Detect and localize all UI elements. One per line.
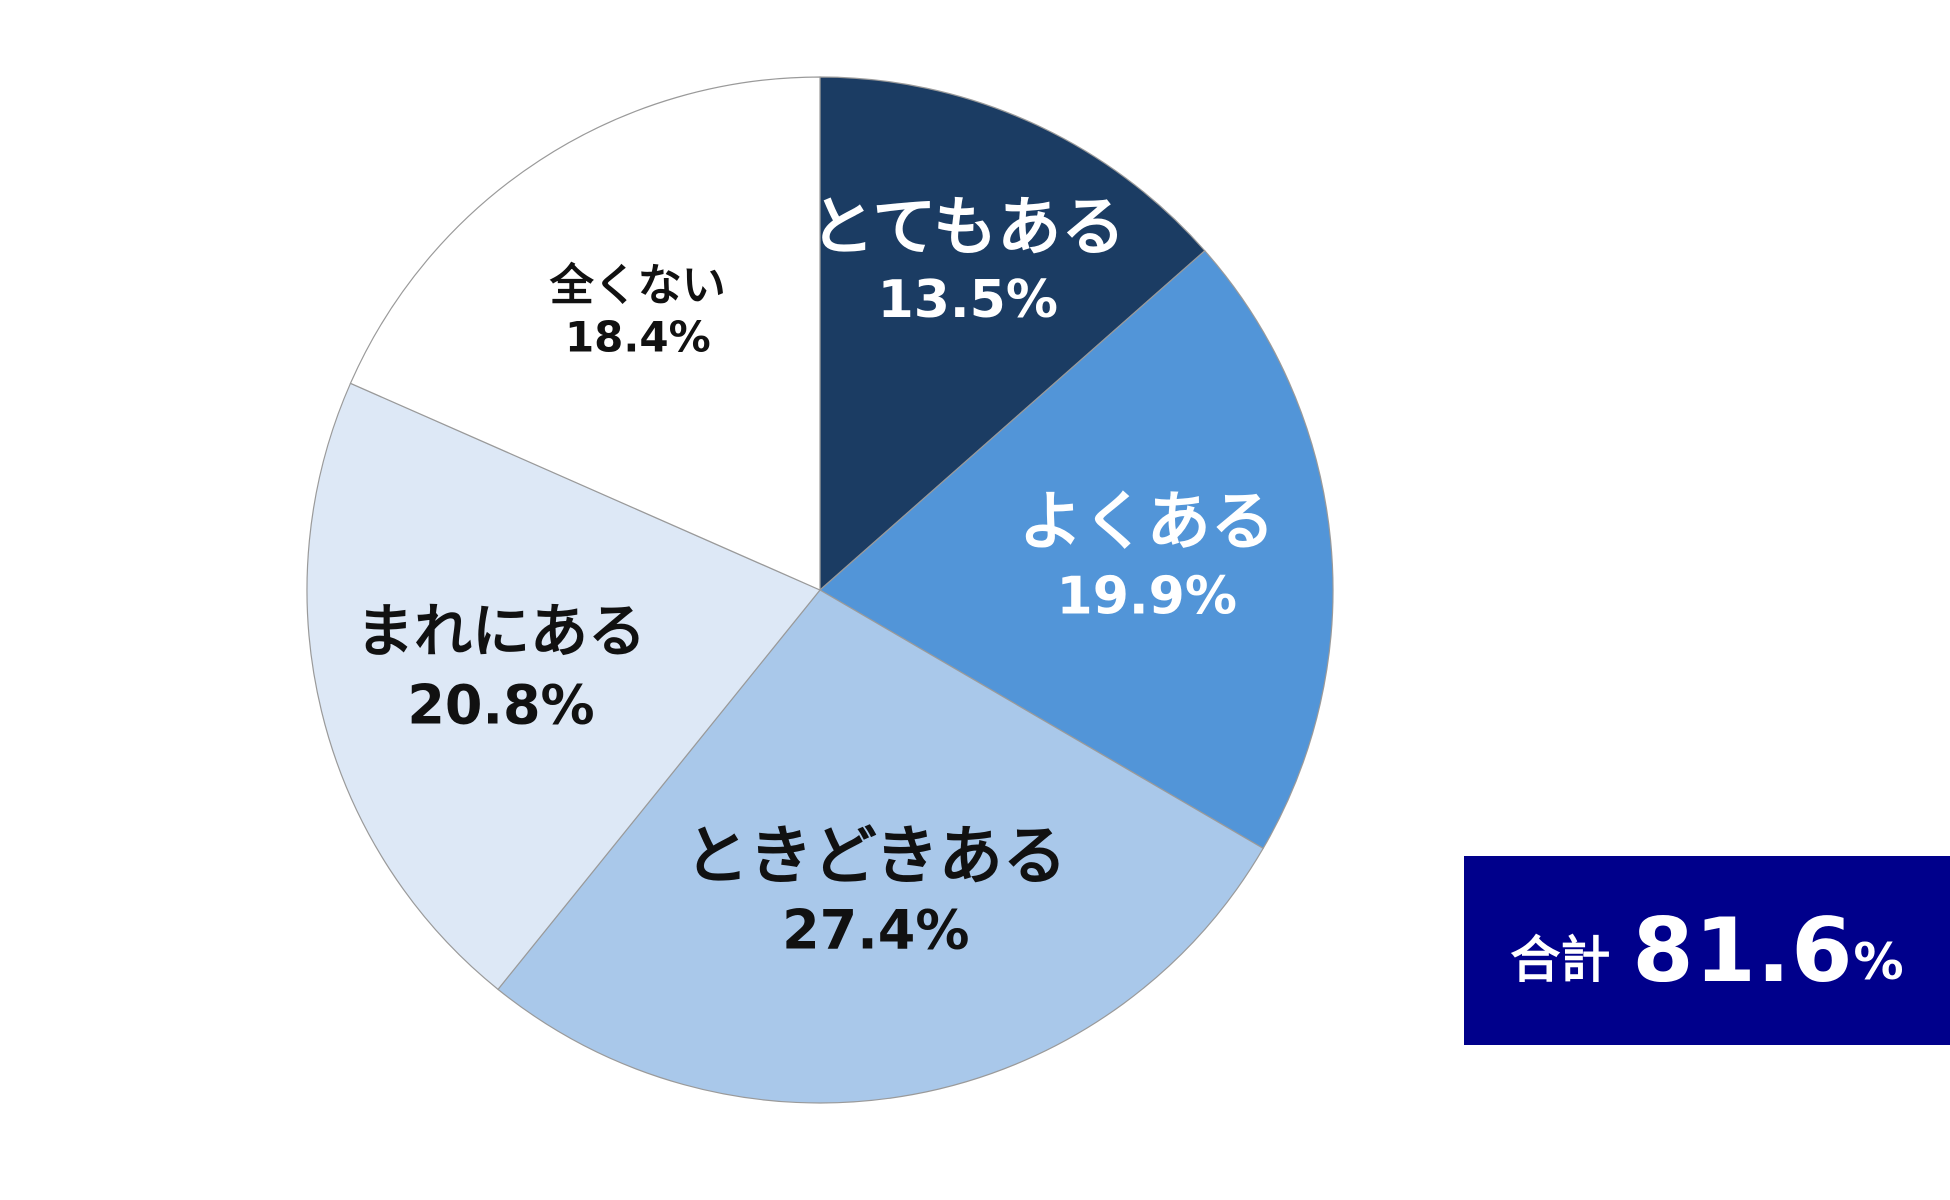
- slice-value-label-2: 19.9%: [1057, 566, 1237, 626]
- slice-value-label-1: 13.5%: [878, 270, 1058, 330]
- slice-category-label-3: ときどきある: [685, 820, 1067, 894]
- pie-slice-4: [306, 382, 821, 991]
- slice-value-label-4: 20.8%: [407, 674, 594, 737]
- pie-slices: [306, 76, 1334, 1104]
- pie-slice-1: [819, 76, 1206, 592]
- total-unit: %: [1853, 932, 1904, 991]
- total-label: 合計: [1510, 930, 1611, 989]
- total-badge: 合計 81.6 %: [1464, 856, 1950, 1045]
- slice-category-label-2: よくある: [1019, 485, 1275, 559]
- total-value: 81.6: [1632, 899, 1854, 1002]
- pie-slice-2: [818, 249, 1334, 850]
- slice-category-label-4: まれにある: [356, 597, 646, 665]
- pie-slice-5: [349, 76, 821, 591]
- slice-value-label-3: 27.4%: [782, 899, 969, 962]
- slice-category-label-1: とてもある: [810, 191, 1125, 265]
- slice-category-label-5: 全くない: [549, 260, 726, 311]
- slice-value-label-5: 18.4%: [565, 312, 711, 361]
- pie-slice-3: [497, 589, 1265, 1104]
